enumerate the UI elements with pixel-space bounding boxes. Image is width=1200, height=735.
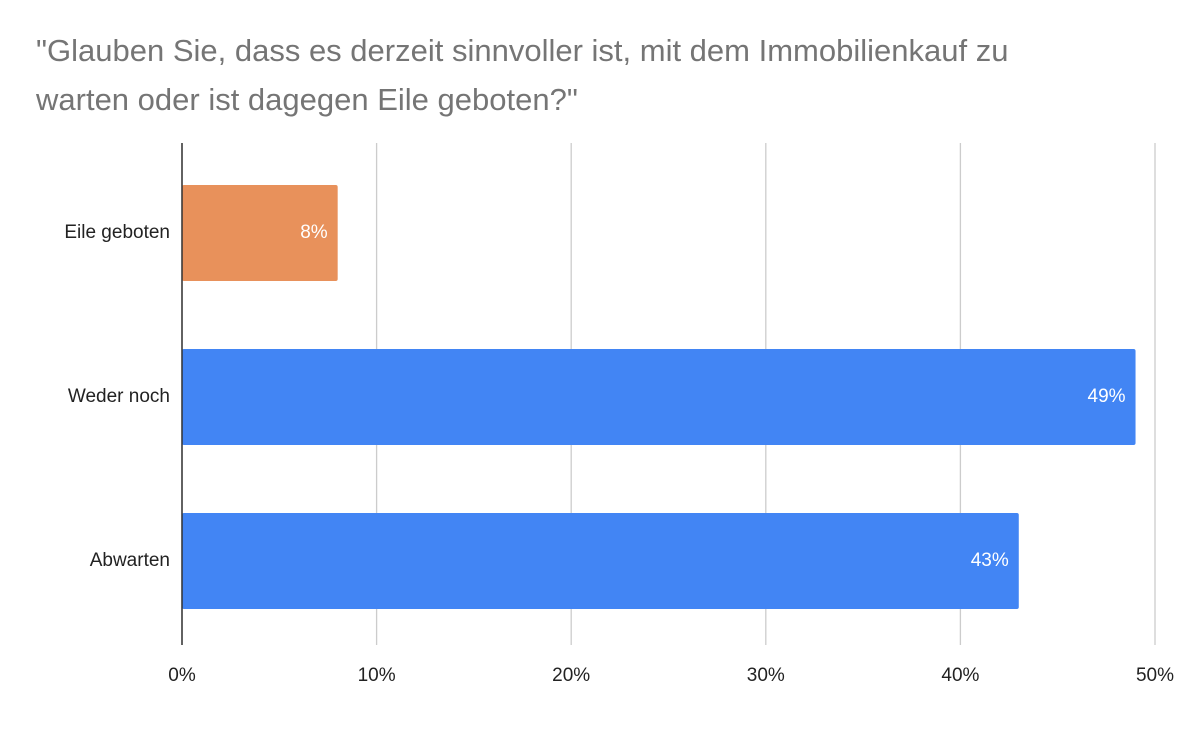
x-tick-label: 40%	[941, 665, 979, 686]
y-tick-label: Weder noch	[68, 386, 170, 407]
value-label: 43%	[971, 550, 1009, 571]
bar	[182, 185, 338, 281]
y-tick-label: Eile geboten	[64, 222, 170, 243]
value-label: 49%	[1088, 386, 1126, 407]
bar	[182, 513, 1019, 609]
y-tick-label: Abwarten	[90, 550, 170, 571]
x-tick-label: 10%	[358, 665, 396, 686]
x-tick-label: 0%	[168, 665, 196, 686]
x-tick-label: 50%	[1136, 665, 1174, 686]
value-label: 8%	[300, 222, 328, 243]
x-tick-label: 30%	[747, 665, 785, 686]
chart-title: "Glauben Sie, dass es derzeit sinnvoller…	[36, 33, 1009, 117]
x-tick-label: 20%	[552, 665, 590, 686]
bar	[182, 349, 1136, 445]
